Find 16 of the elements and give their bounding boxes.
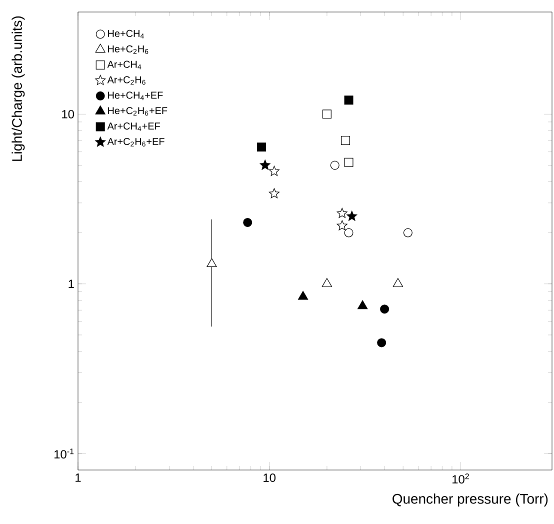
y-tick-label: 10$^{-1}$ <box>54 448 74 459</box>
y-tick-label: 1 <box>68 280 74 288</box>
legend-label: Ar+C$_{2}$H$_{6}$+EF <box>107 138 164 146</box>
legend-label: Ar+C$_{2}$H$_{6}$ <box>107 76 146 85</box>
x-tick-label: 10 <box>264 474 276 482</box>
legend-label: Ar+CH$_{4}$ <box>107 60 142 70</box>
y-tick-label: 10 <box>62 110 74 118</box>
x-tick-label: 1 <box>76 474 81 482</box>
legend-label: He+C$_{2}$H$_{6}$+EF <box>108 107 168 116</box>
legend-label: He+CH$_{4}$ <box>108 30 144 38</box>
y-axis-title: Light/Charge (arb.units) <box>12 16 25 161</box>
legend-label: He+CH$_{4}$+EF <box>108 92 163 100</box>
legend-label: He+C$_{2}$H$_{6}$ <box>108 45 148 54</box>
x-axis-title: Quencher pressure (Torr) <box>392 494 548 507</box>
x-tick-label: 10$^{2}$ <box>452 474 469 484</box>
legend-label: Ar+CH$_{4}$+EF <box>107 122 160 131</box>
